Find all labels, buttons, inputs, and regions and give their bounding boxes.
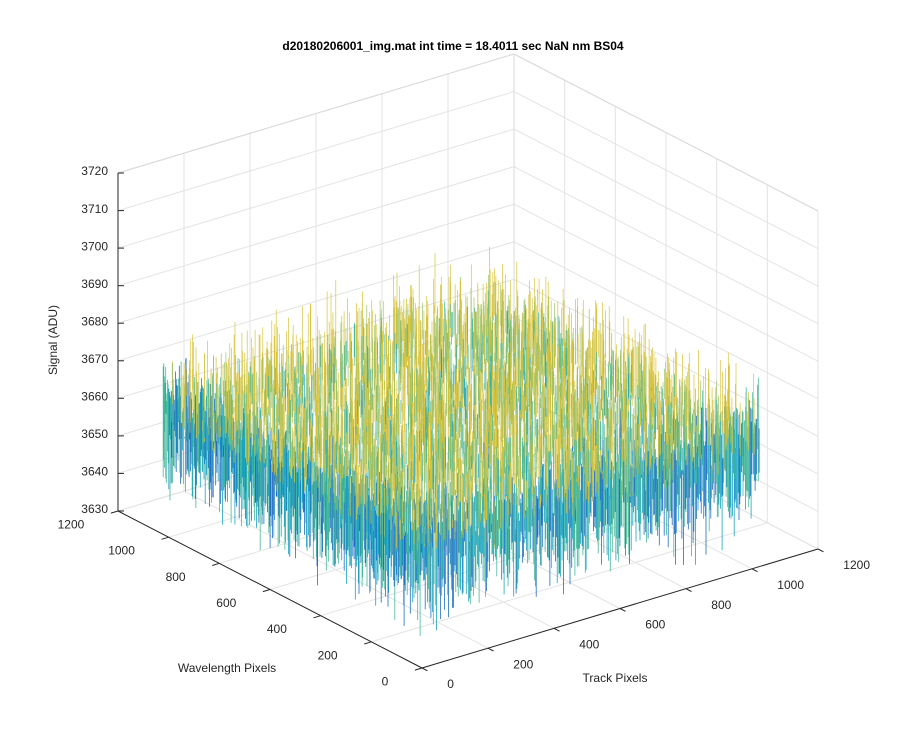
z-tick-label: 3710: [81, 202, 108, 216]
x-tick-label: 1200: [843, 558, 870, 572]
y-axis-label: Wavelength Pixels: [178, 661, 276, 675]
y-tick-mark: [364, 641, 372, 645]
tick-labels: 0 200 400 600 800 1000 1200 0 200 400 600 800 1000 12…: [58, 164, 871, 691]
y-tick-label: 600: [216, 596, 236, 610]
grid-line-z-right-wall: [513, 278, 819, 437]
y-tick-mark: [262, 589, 271, 593]
x-tick-mark: [817, 548, 824, 553]
grid-line-z-left-wall: [117, 166, 515, 287]
x-tick-mark: [619, 608, 626, 612]
z-axis-label: Signal (ADU): [46, 305, 60, 375]
x-tick-mark: [421, 667, 428, 672]
y-tick-label: 0: [382, 674, 389, 688]
grid-line-z-right-wall: [513, 91, 819, 250]
grid-line-y-floor: [371, 522, 768, 643]
x-tick-label: 800: [711, 598, 731, 612]
chart-title: d20180206001_img.mat int time = 18.4011 …: [282, 39, 624, 53]
z-tick-label: 3720: [81, 164, 108, 178]
grid-line-z-left-wall: [117, 128, 515, 249]
grid-line-z-left-wall: [117, 241, 515, 362]
y-tick-label: 800: [166, 570, 186, 584]
grid-line-z-right-wall: [513, 241, 819, 400]
y-tick-mark: [313, 615, 321, 619]
y-tick-mark: [414, 667, 423, 671]
grid-line-z-right-wall: [513, 203, 819, 362]
y-tick-label: 400: [267, 622, 287, 636]
y-tick-mark: [110, 510, 119, 514]
y-tick-mark: [161, 536, 169, 540]
x-tick-label: 0: [447, 677, 454, 691]
z-tick-label: 3630: [81, 502, 108, 516]
x-tick-label: 1000: [777, 578, 804, 592]
x-axis-label: Track Pixels: [583, 671, 648, 685]
y-tick-label: 1000: [108, 544, 135, 558]
y-tick-label: 200: [318, 648, 338, 662]
signal-surface: [162, 246, 760, 636]
z-tick-label: 3670: [81, 352, 108, 366]
y-tick-label: 1200: [58, 517, 85, 531]
z-tick-label: 3650: [81, 427, 108, 441]
y-tick-mark: [212, 562, 220, 566]
z-tick-label: 3700: [81, 239, 108, 253]
x-tick-mark: [685, 588, 692, 592]
z-tick-label: 3690: [81, 277, 108, 291]
x-tick-label: 600: [645, 618, 665, 632]
z-tick-label: 3660: [81, 389, 108, 403]
box-top-edge-right: [513, 53, 819, 212]
x-tick-mark: [487, 647, 494, 652]
x-tick-label: 400: [579, 637, 599, 651]
grid-line-z-left-wall: [117, 203, 515, 324]
x-tick-mark: [751, 568, 758, 573]
x-tick-label: 200: [513, 657, 533, 671]
grid-line-z-left-wall: [117, 91, 515, 212]
z-tick-label: 3680: [81, 314, 108, 328]
z-tick-label: 3640: [81, 465, 108, 479]
grid-line-z-right-wall: [513, 128, 819, 287]
grid-line-z-right-wall: [513, 166, 819, 325]
x-tick-mark: [553, 627, 560, 632]
box-top-edge-left: [117, 53, 515, 174]
